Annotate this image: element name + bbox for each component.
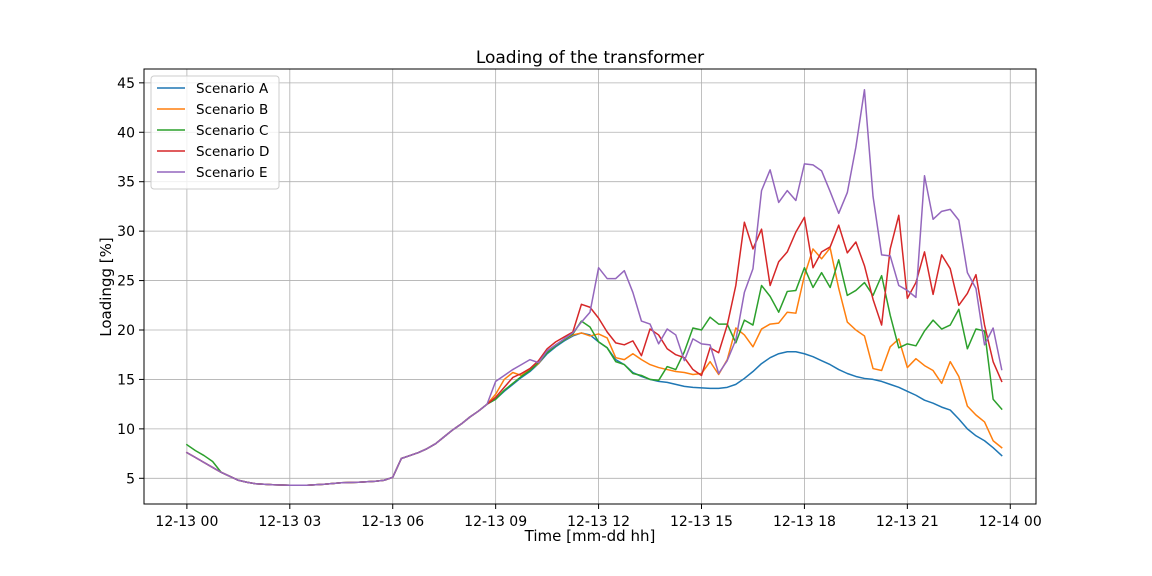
x-tick-label: 12-13 09 xyxy=(464,514,527,530)
y-tick-label: 15 xyxy=(117,372,135,388)
x-tick-label: 12-13 00 xyxy=(155,514,218,530)
legend-entry: Scenario E xyxy=(196,165,268,181)
x-tick-label: 12-14 00 xyxy=(979,514,1042,530)
x-tick-label: 12-13 06 xyxy=(361,514,424,530)
x-axis: 12-13 00 12-13 03 12-13 06 12-13 09 12-13 12… xyxy=(155,504,1042,530)
y-tick-label: 30 xyxy=(117,224,135,240)
y-tick-label: 25 xyxy=(117,274,135,290)
legend: Scenario A Scenario B Scenario C Scenario D… xyxy=(150,75,280,190)
x-tick-label: 12-13 03 xyxy=(258,514,321,530)
legend-box xyxy=(150,75,280,190)
x-tick-label: 12-13 15 xyxy=(670,514,733,530)
x-tick-label: 12-13 12 xyxy=(567,514,630,530)
legend-entry: Scenario B xyxy=(196,102,268,118)
legend-entry: Scenario A xyxy=(196,81,269,97)
series-line-scenario-e xyxy=(185,89,1003,486)
y-tick-label: 45 xyxy=(117,76,135,92)
grid-lines xyxy=(144,69,1036,504)
y-tick-label: 20 xyxy=(117,323,135,339)
y-tick-label: 5 xyxy=(126,471,135,487)
plot-frame xyxy=(143,68,1037,505)
legend-entry: Scenario D xyxy=(196,144,269,160)
chart-title: Loading of the transformer xyxy=(476,48,704,68)
y-axis-title: Loadingg [%] xyxy=(97,237,115,336)
legend-entry: Scenario C xyxy=(196,123,268,139)
series-lines xyxy=(185,89,1003,486)
x-tick-label: 12-13 21 xyxy=(876,514,939,530)
y-tick-label: 35 xyxy=(117,175,135,191)
x-axis-title: Time [mm-dd hh] xyxy=(524,527,656,545)
y-tick-label: 10 xyxy=(117,422,135,438)
x-tick-label: 12-13 18 xyxy=(773,514,836,530)
y-axis: 5 10 15 20 25 30 35 40 45 xyxy=(117,76,144,487)
y-tick-label: 40 xyxy=(117,125,135,141)
